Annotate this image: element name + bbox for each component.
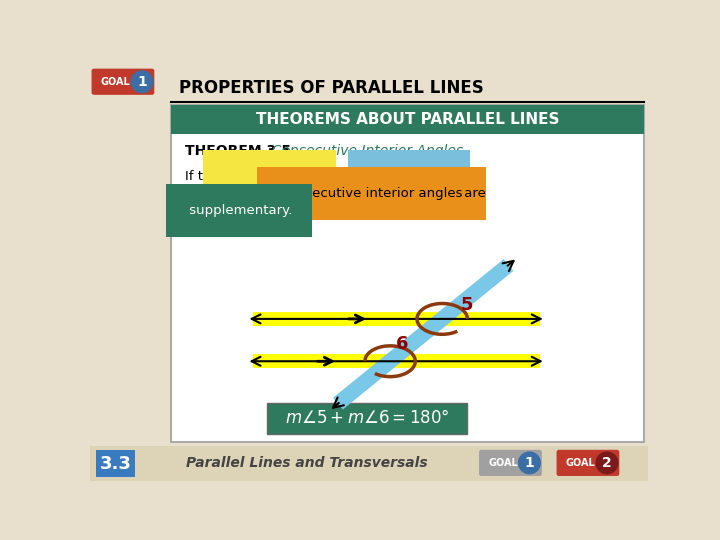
Text: 1: 1 — [525, 456, 534, 470]
Text: GOAL: GOAL — [488, 458, 518, 468]
Bar — [96, 450, 135, 477]
Text: GOAL: GOAL — [566, 458, 595, 468]
Circle shape — [518, 452, 540, 474]
FancyBboxPatch shape — [479, 450, 542, 476]
FancyBboxPatch shape — [557, 450, 619, 476]
FancyBboxPatch shape — [267, 403, 467, 434]
Text: Parallel Lines and Transversals: Parallel Lines and Transversals — [186, 456, 428, 470]
Text: parallel lines: parallel lines — [222, 170, 316, 183]
Text: $m\angle 5 + m\angle 6 = 180°$: $m\angle 5 + m\angle 6 = 180°$ — [284, 409, 449, 427]
Bar — [171, 105, 644, 134]
Text: 2: 2 — [602, 456, 612, 470]
Text: GOAL: GOAL — [101, 77, 130, 87]
Text: are cut by a: are cut by a — [296, 170, 384, 183]
Text: pairs: pairs — [230, 187, 271, 200]
Text: If two: If two — [185, 170, 227, 183]
FancyBboxPatch shape — [91, 69, 154, 95]
Text: THEOREM 3.5: THEOREM 3.5 — [185, 144, 292, 158]
Text: consecutive interior angles: consecutive interior angles — [276, 187, 467, 200]
Text: are: are — [461, 187, 486, 200]
Text: PROPERTIES OF PARALLEL LINES: PROPERTIES OF PARALLEL LINES — [179, 79, 484, 97]
Text: 6: 6 — [395, 335, 408, 353]
Text: THEOREMS ABOUT PARALLEL LINES: THEOREMS ABOUT PARALLEL LINES — [256, 112, 559, 127]
Text: of: of — [261, 187, 282, 200]
Text: then the: then the — [185, 187, 246, 200]
Text: 1: 1 — [137, 75, 147, 89]
Circle shape — [131, 71, 153, 92]
Text: supplementary.: supplementary. — [185, 204, 292, 217]
Text: transversal,: transversal, — [367, 170, 451, 183]
Text: 3.3: 3.3 — [99, 455, 132, 472]
Bar — [90, 446, 648, 481]
Circle shape — [596, 452, 618, 474]
Text: Consecutive Interior Angles: Consecutive Interior Angles — [263, 144, 463, 158]
Bar — [171, 105, 644, 442]
Text: 5: 5 — [461, 296, 473, 314]
